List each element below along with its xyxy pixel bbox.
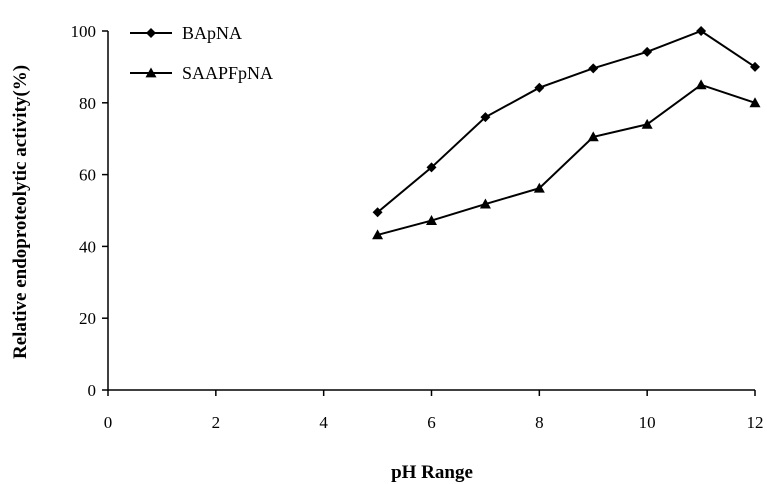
series-BApNA xyxy=(372,26,760,218)
y-tick-label: 100 xyxy=(71,22,97,41)
legend-marker xyxy=(145,67,157,78)
y-axis-title: Relative endoproteolytic activity(%) xyxy=(10,65,31,359)
data-point xyxy=(641,118,653,129)
data-point xyxy=(749,97,761,108)
y-tick-label: 0 xyxy=(88,381,97,400)
data-point xyxy=(426,162,437,173)
x-tick-label: 2 xyxy=(212,413,221,432)
legend-label: BApNA xyxy=(182,23,242,43)
data-point xyxy=(750,61,760,72)
data-point xyxy=(695,79,707,90)
x-tick-label: 8 xyxy=(535,413,544,432)
data-point xyxy=(588,63,599,74)
legend-item: BApNA xyxy=(130,23,242,43)
data-point xyxy=(426,215,437,225)
legend-marker xyxy=(146,28,156,38)
data-point xyxy=(372,207,383,218)
y-tick-label: 40 xyxy=(79,237,96,256)
y-tick-label: 60 xyxy=(79,166,96,185)
data-point xyxy=(479,198,491,209)
y-tick-label: 80 xyxy=(79,94,96,113)
x-tick-label: 6 xyxy=(427,413,436,432)
x-tick-label: 10 xyxy=(639,413,656,432)
data-point xyxy=(533,182,545,193)
x-tick-label: 4 xyxy=(319,413,328,432)
series-line xyxy=(377,83,756,236)
legend-label: SAAPFpNA xyxy=(182,63,273,83)
y-tick-label: 20 xyxy=(79,309,96,328)
data-point xyxy=(480,112,491,123)
data-point xyxy=(696,26,707,36)
legend-item: SAAPFpNA xyxy=(130,63,273,83)
series-line xyxy=(376,29,756,214)
legend: BApNA SAAPFpNA xyxy=(130,23,273,83)
data-point xyxy=(534,82,545,93)
series-SAAPFpNA xyxy=(372,79,761,240)
data-point xyxy=(587,131,599,142)
data-point xyxy=(642,46,653,57)
x-axis-title: pH Range xyxy=(391,462,473,483)
axes: 0 2 4 6 8 10 12 0 20 40 60 80 100 xyxy=(71,22,764,432)
x-tick-label: 0 xyxy=(104,413,113,432)
x-tick-label: 12 xyxy=(747,413,764,432)
data-point xyxy=(372,229,384,240)
series-layer xyxy=(372,26,761,240)
